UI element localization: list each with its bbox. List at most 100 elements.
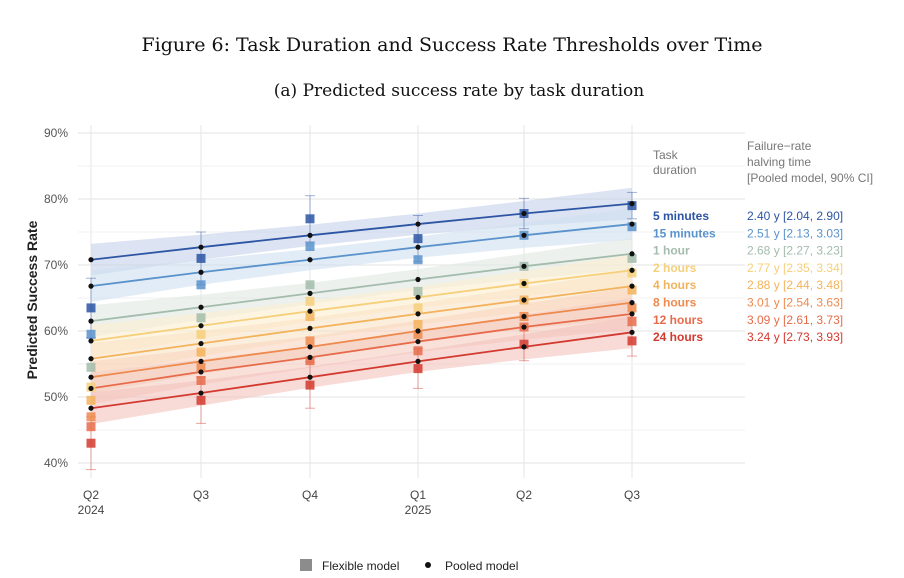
flexible-point: [413, 319, 423, 329]
pooled-point: [629, 221, 635, 227]
flexible-point: [413, 286, 423, 296]
legend-halving-header: [Pooled model, 90% CI]: [747, 171, 873, 185]
flexible-point: [519, 339, 529, 349]
legend-series-name: 2 hours: [653, 261, 697, 275]
legend-flexible-marker: [300, 559, 312, 571]
flexible-point: [627, 268, 637, 278]
flexible-point: [305, 336, 315, 346]
series-line: [90, 301, 633, 379]
pooled-point: [88, 257, 94, 263]
pooled-point: [521, 232, 527, 238]
legend-series-name: 1 hour: [653, 244, 690, 258]
series-line: [90, 252, 633, 322]
flexible-point: [196, 280, 206, 290]
x-tick-label: Q4: [302, 488, 318, 502]
legend-duration-header: Task: [653, 148, 679, 162]
pooled-point: [88, 338, 94, 344]
flexible-point: [86, 395, 96, 405]
flexible-point: [196, 313, 206, 323]
confidence-band: [91, 187, 632, 276]
flexible-point: [196, 362, 206, 372]
pooled-point: [307, 344, 313, 350]
flexible-point: [305, 296, 315, 306]
legend-series-name: 5 minutes: [653, 209, 709, 223]
pooled-point: [198, 340, 204, 347]
y-tick-label: 50%: [44, 390, 68, 404]
series-line: [90, 269, 633, 342]
series-line: [90, 223, 633, 288]
pooled-point: [88, 385, 94, 392]
pooled-point: [307, 308, 313, 314]
flexible-point: [627, 285, 637, 295]
flexible-point: [413, 234, 423, 244]
x-tick-label: Q2: [516, 488, 532, 502]
legend-halving-value: 2.51 y [2.13, 3.03]: [747, 226, 843, 240]
pooled-point: [88, 318, 94, 324]
legend-series-name: 15 minutes: [653, 226, 716, 240]
legend-halving-value: 2.68 y [2.27, 3.23]: [747, 244, 843, 258]
x-tick-label: Q1: [410, 488, 426, 502]
flexible-point: [627, 253, 637, 263]
x-tick-label: Q3: [624, 488, 640, 502]
pooled-point: [521, 297, 527, 303]
pooled-point: [521, 313, 527, 320]
pooled-point: [88, 374, 94, 380]
flexible-point: [305, 242, 315, 252]
pooled-point: [521, 324, 527, 330]
legend-pooled-label: Pooled model: [445, 559, 518, 573]
pooled-point: [521, 210, 527, 217]
pooled-point: [307, 325, 313, 331]
x-year-label: 2025: [405, 503, 432, 517]
legend-series-name: 12 hours: [653, 313, 703, 327]
flexible-point: [413, 329, 423, 339]
flexible-point: [305, 311, 315, 321]
pooled-point: [629, 251, 635, 257]
legend-flexible-label: Flexible model: [322, 559, 399, 573]
flexible-point: [627, 222, 637, 232]
chart-title: (a) Predicted success rate by task durat…: [273, 81, 645, 101]
pooled-point: [415, 338, 421, 345]
flexible-point: [627, 316, 637, 326]
pooled-point: [198, 304, 204, 310]
flexible-point: [627, 303, 637, 313]
pooled-point: [415, 358, 421, 364]
confidence-band: [91, 208, 632, 302]
flexible-point: [413, 364, 423, 374]
pooled-point: [415, 276, 421, 283]
flexible-point: [413, 303, 423, 313]
flexible-point: [86, 329, 96, 339]
flexible-point: [86, 303, 96, 313]
pooled-point: [198, 244, 204, 250]
pooled-point: [415, 311, 421, 317]
pooled-point: [307, 354, 313, 360]
pooled-point: [521, 263, 527, 269]
legend-halving-value: 2.88 y [2.44, 3.48]: [747, 278, 843, 292]
pooled-point: [415, 294, 421, 300]
y-tick-label: 90%: [44, 126, 68, 140]
pooled-point: [88, 405, 94, 411]
y-axis-label: Predicted Success Rate: [24, 220, 40, 379]
pooled-point: [88, 356, 94, 362]
pooled-point: [307, 257, 313, 263]
y-tick-label: 40%: [44, 456, 68, 470]
pooled-point: [88, 283, 94, 289]
pooled-point: [307, 232, 313, 238]
flexible-point: [86, 362, 96, 372]
series-line: [90, 202, 633, 261]
y-tick-label: 70%: [44, 258, 68, 272]
legend-series-name: 24 hours: [653, 330, 703, 344]
x-year-label: 2024: [78, 503, 105, 517]
legend-halving-value: 2.40 y [2.04, 2.90]: [747, 209, 843, 223]
flexible-point: [196, 347, 206, 357]
y-tick-label: 60%: [44, 324, 68, 338]
legend-duration-header: duration: [653, 163, 696, 177]
series-line: [90, 331, 633, 410]
pooled-point: [629, 283, 635, 289]
flexible-point: [413, 346, 423, 356]
legend-halving-value: 2.77 y [2.35, 3.34]: [747, 261, 843, 275]
pooled-point: [198, 369, 204, 375]
pooled-point: [198, 269, 204, 275]
legend-halving-value: 3.01 y [2.54, 3.63]: [747, 296, 843, 310]
flexible-point: [196, 395, 206, 405]
